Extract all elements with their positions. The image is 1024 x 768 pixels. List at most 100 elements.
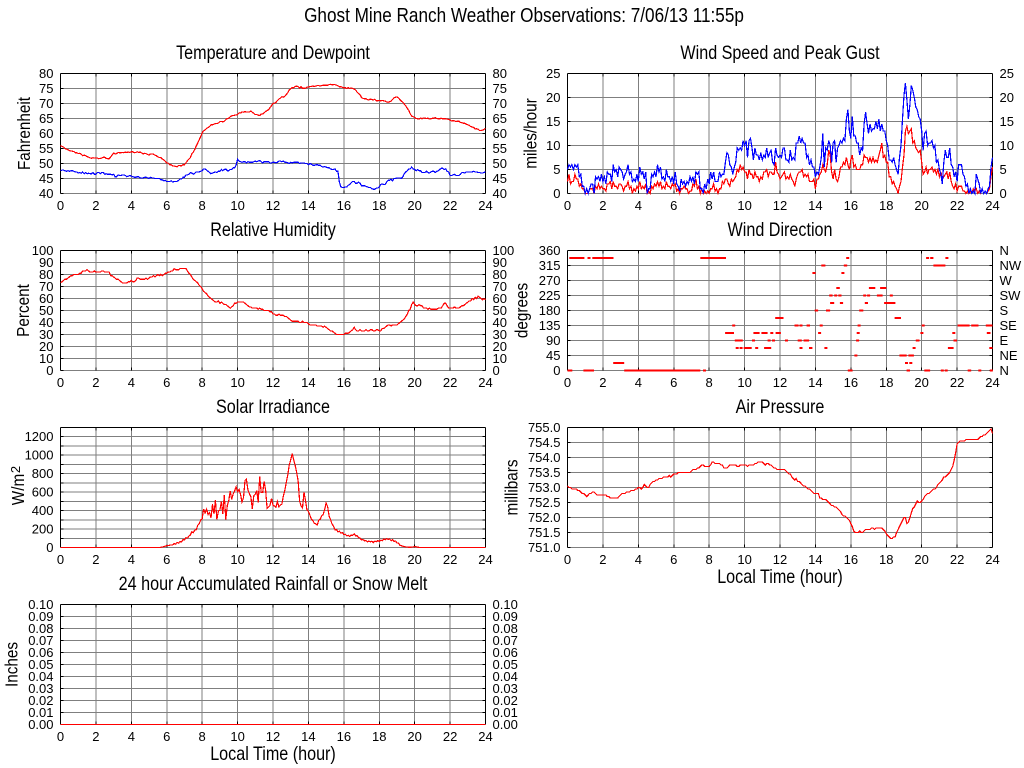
svg-text:2: 2 [599, 375, 606, 390]
svg-text:1000: 1000 [25, 448, 54, 463]
svg-text:12: 12 [773, 198, 787, 213]
svg-text:12: 12 [773, 552, 787, 567]
svg-text:0.02: 0.02 [493, 693, 518, 708]
svg-text:45: 45 [546, 348, 560, 363]
svg-text:0.02: 0.02 [28, 693, 53, 708]
svg-text:50: 50 [493, 303, 507, 318]
svg-text:75: 75 [39, 81, 53, 96]
svg-text:40: 40 [39, 315, 53, 330]
svg-text:751.5: 751.5 [528, 525, 561, 540]
svg-text:20: 20 [39, 339, 53, 354]
svg-text:16: 16 [337, 198, 351, 213]
svg-text:10: 10 [1000, 138, 1014, 153]
svg-text:24: 24 [478, 729, 492, 744]
svg-text:800: 800 [32, 466, 54, 481]
svg-text:65: 65 [493, 111, 507, 126]
svg-text:0.09: 0.09 [493, 609, 518, 624]
svg-text:45: 45 [39, 171, 53, 186]
svg-text:135: 135 [539, 318, 561, 333]
svg-text:24 hour Accumulated Rainfall o: 24 hour Accumulated Rainfall or Snow Mel… [119, 573, 428, 595]
svg-text:N: N [1000, 243, 1009, 258]
svg-text:Local Time (hour): Local Time (hour) [210, 743, 336, 765]
svg-text:10: 10 [230, 198, 244, 213]
svg-text:12: 12 [266, 198, 280, 213]
svg-text:12: 12 [773, 375, 787, 390]
svg-text:0.00: 0.00 [493, 717, 518, 732]
svg-text:0: 0 [553, 186, 560, 201]
svg-text:1200: 1200 [25, 429, 54, 444]
svg-text:2: 2 [599, 552, 606, 567]
svg-text:NE: NE [1000, 348, 1018, 363]
svg-text:NW: NW [1000, 258, 1022, 273]
svg-text:0: 0 [553, 363, 560, 378]
svg-text:SW: SW [1000, 288, 1022, 303]
svg-text:20: 20 [914, 375, 928, 390]
svg-text:18: 18 [372, 198, 386, 213]
svg-text:752.0: 752.0 [528, 510, 561, 525]
svg-text:millibars: millibars [501, 459, 521, 515]
svg-text:22: 22 [950, 198, 964, 213]
svg-text:600: 600 [32, 485, 54, 500]
svg-text:0: 0 [493, 363, 500, 378]
svg-text:14: 14 [301, 552, 315, 567]
svg-text:10: 10 [230, 375, 244, 390]
svg-text:W: W [1000, 273, 1013, 288]
svg-text:8: 8 [199, 552, 206, 567]
svg-text:W/m: W/m [8, 474, 28, 505]
svg-text:22: 22 [950, 552, 964, 567]
svg-text:2: 2 [599, 198, 606, 213]
svg-text:270: 270 [539, 273, 561, 288]
svg-text:18: 18 [372, 552, 386, 567]
svg-text:200: 200 [32, 522, 54, 537]
svg-text:14: 14 [301, 729, 315, 744]
svg-text:14: 14 [808, 375, 822, 390]
svg-text:70: 70 [39, 279, 53, 294]
svg-text:0.07: 0.07 [28, 633, 53, 648]
svg-text:15: 15 [546, 114, 560, 129]
svg-text:12: 12 [266, 375, 280, 390]
svg-text:0.03: 0.03 [493, 681, 518, 696]
svg-text:75: 75 [493, 81, 507, 96]
svg-text:225: 225 [539, 288, 561, 303]
svg-text:22: 22 [950, 375, 964, 390]
svg-text:180: 180 [539, 303, 561, 318]
svg-text:2: 2 [92, 198, 99, 213]
svg-text:90: 90 [546, 333, 560, 348]
svg-text:4: 4 [128, 552, 135, 567]
svg-text:20: 20 [407, 375, 421, 390]
svg-text:0.04: 0.04 [28, 669, 53, 684]
svg-text:Air Pressure: Air Pressure [736, 396, 825, 418]
svg-text:4: 4 [635, 198, 642, 213]
svg-text:0: 0 [57, 375, 64, 390]
svg-text:55: 55 [39, 141, 53, 156]
svg-text:754.0: 754.0 [528, 450, 561, 465]
svg-text:6: 6 [163, 198, 170, 213]
svg-text:16: 16 [844, 375, 858, 390]
svg-text:16: 16 [337, 375, 351, 390]
svg-text:25: 25 [546, 66, 560, 81]
svg-text:Temperature and Dewpoint: Temperature and Dewpoint [176, 42, 370, 64]
svg-text:20: 20 [914, 198, 928, 213]
svg-text:S: S [1000, 303, 1009, 318]
svg-text:2: 2 [92, 375, 99, 390]
svg-text:100: 100 [32, 243, 54, 258]
svg-text:Fahrenheit: Fahrenheit [14, 97, 34, 170]
svg-text:16: 16 [844, 198, 858, 213]
svg-text:8: 8 [706, 552, 713, 567]
svg-text:0.10: 0.10 [493, 597, 518, 612]
svg-text:Wind Speed and Peak Gust: Wind Speed and Peak Gust [680, 42, 879, 64]
svg-text:0: 0 [46, 540, 53, 555]
svg-text:20: 20 [493, 339, 507, 354]
svg-text:0: 0 [564, 552, 571, 567]
svg-text:4: 4 [128, 198, 135, 213]
svg-text:2: 2 [8, 466, 23, 473]
svg-text:30: 30 [39, 327, 53, 342]
svg-text:14: 14 [301, 198, 315, 213]
svg-text:Wind Direction: Wind Direction [728, 219, 833, 241]
svg-text:E: E [1000, 333, 1009, 348]
svg-text:0.09: 0.09 [28, 609, 53, 624]
svg-text:4: 4 [635, 375, 642, 390]
svg-text:N: N [1000, 363, 1009, 378]
svg-text:80: 80 [39, 267, 53, 282]
svg-text:0.10: 0.10 [28, 597, 53, 612]
